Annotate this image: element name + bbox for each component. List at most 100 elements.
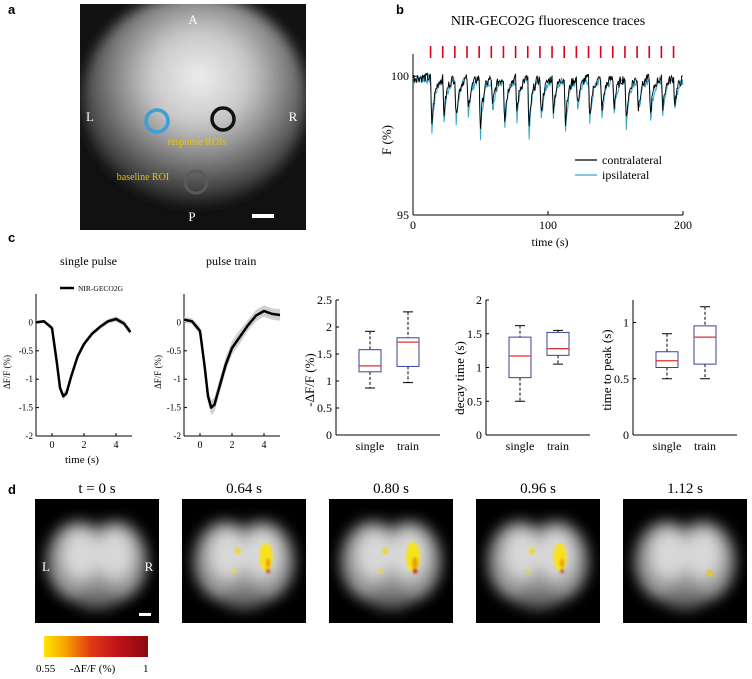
chart-b-xtick-label: 100 <box>539 218 557 232</box>
activity-core <box>265 558 271 568</box>
activity-spot-left <box>382 548 388 554</box>
right-response-roi <box>210 106 236 132</box>
panel-label-b: b <box>396 2 404 17</box>
activity-overlay <box>232 543 273 573</box>
trace-ytick-label: -2 <box>174 431 182 441</box>
box-ytick-label: 0.5 <box>317 401 332 415</box>
boxplot-amplitude: 0 0.5 1 1.5 2 2.5 single train -ΔF/F (%) <box>302 293 440 453</box>
activity-blob-main <box>259 543 273 571</box>
trace-ytick-label: -1.5 <box>19 403 34 413</box>
chart-b-legend: contralateral ipsilateral <box>575 153 663 182</box>
colorbar-label: -ΔF/F (%) <box>70 663 116 675</box>
box-category-label: single <box>506 439 535 453</box>
brain-frame <box>623 499 747 623</box>
legend-ipsilateral: ipsilateral <box>602 168 650 182</box>
anterior-label: A <box>188 12 198 27</box>
box-ytick-label: 0.5 <box>467 394 482 408</box>
posterior-label: P <box>188 209 195 224</box>
colorbar <box>44 636 148 657</box>
left-response-roi <box>144 108 170 134</box>
trace-xtick-label: 0 <box>50 440 55 451</box>
frame-scale-bar <box>139 613 151 616</box>
activity-blob-main <box>406 542 420 572</box>
activity-peak <box>412 568 418 574</box>
baseline-roi <box>183 169 209 195</box>
brain-frame <box>329 499 453 623</box>
box-ytick-label: 1.5 <box>467 327 482 341</box>
stimulus-markers <box>429 46 675 58</box>
trace-ytick-label: -0.5 <box>19 346 34 356</box>
box-category-label: train <box>694 439 716 453</box>
sem-band <box>36 316 131 400</box>
box-ytick-label: 0 <box>326 428 332 442</box>
box-category-label: single <box>653 439 682 453</box>
activity-spot-left <box>235 548 241 554</box>
pulse-train-plot: 0 -0.5 -1 -1.5 -2 0 2 4 <box>167 294 281 451</box>
boxplot-peak-plot: 0 0.5 1 single train <box>614 300 737 453</box>
trace-xtick-label: 0 <box>198 440 203 451</box>
box-category-label: train <box>397 439 419 453</box>
trace-ytick-label: -1 <box>174 374 182 384</box>
box-ytick-label: 2 <box>326 320 332 334</box>
chart-b-xtick-label: 200 <box>674 218 692 232</box>
activity-overlay <box>526 543 567 573</box>
legend-contralateral: contralateral <box>602 153 663 167</box>
activity-core <box>412 557 418 569</box>
trace-xtick-label: 4 <box>262 440 267 451</box>
frame-label: 0.96 s <box>520 481 556 497</box>
single-xlabel: time (s) <box>65 454 99 466</box>
box-iqr <box>508 336 532 379</box>
brain-silhouette <box>341 521 441 609</box>
trace-ytick-label: -1 <box>26 374 34 384</box>
mean-trace <box>35 317 132 398</box>
single-ylabel: ΔF/F (%) <box>2 355 12 389</box>
single-pulse-title: single pulse <box>60 254 117 268</box>
activity-overlay <box>707 569 713 577</box>
chart-b-axes: 0 100 200 95 100 <box>391 54 692 232</box>
box-ytick-label: 1.5 <box>317 347 332 361</box>
activity-spot-lower <box>232 569 236 573</box>
left-bright-region <box>63 531 99 579</box>
decay-ylabel: decay time (s) <box>452 341 467 415</box>
right-bright-region <box>685 531 721 579</box>
chart-b-title: NIR-GECO2G fluorescence traces <box>451 14 645 29</box>
brain-silhouette <box>47 521 147 609</box>
left-bright-region <box>210 531 246 579</box>
boxplot-decay-plot: 0 0.5 1 1.5 2 single train <box>467 293 590 453</box>
box-ytick-label: 1 <box>476 361 482 375</box>
box-iqr <box>546 331 570 356</box>
left-bright-region <box>651 531 687 579</box>
activity-blob-main <box>553 543 567 571</box>
activity-spot-lower <box>379 569 383 573</box>
chart-b-xlabel: time (s) <box>532 235 569 249</box>
panel-c-train-trace: 0 -0.5 -1 -1.5 -2 0 2 4 ΔF/F (%) <box>153 294 281 451</box>
brain-silhouette <box>635 521 735 609</box>
peak-ylabel: time to peak (s) <box>599 329 614 410</box>
train-ylabel: ΔF/F (%) <box>153 355 163 389</box>
panel-label-c: c <box>8 230 16 245</box>
chart-b-xtick-label: 0 <box>410 218 416 232</box>
box-category-label: train <box>547 439 569 453</box>
brain-frame <box>476 499 600 623</box>
activity-spot-left <box>529 548 535 554</box>
activity-blob-main <box>707 569 713 577</box>
right-bright-region <box>97 531 133 579</box>
legend-nirgeco: NIR-GECO2G <box>78 284 124 293</box>
panel-c-single-trace: 0 -0.5 -1 -1.5 -2 0 2 4 NIR-GECO2G time (s) ΔF/… <box>2 284 132 466</box>
single-pulse-plot: 0 -0.5 -1 -1.5 -2 0 2 4 <box>19 294 132 451</box>
activity-peak <box>560 569 564 573</box>
boxplot-peak: 0 0.5 1 single train time to peak (s) <box>599 300 737 453</box>
cerebellum <box>369 589 413 609</box>
trace-xtick-label: 4 <box>114 440 119 451</box>
boxplot-decay: 0 0.5 1 1.5 2 single train decay time (s) <box>452 293 590 453</box>
trace-ytick-label: 0 <box>29 317 34 327</box>
activity-peak <box>266 569 270 573</box>
baseline-roi-label: baseline ROI <box>117 172 170 183</box>
trace-contralateral <box>412 71 683 129</box>
box-ytick-label: 2 <box>476 293 482 307</box>
trace-ytick-label: -2 <box>26 431 34 441</box>
panel-b-chart: NIR-GECO2G fluorescence traces 0 100 200 95… <box>379 14 692 249</box>
box-iqr <box>693 325 717 365</box>
activity-overlay <box>379 542 420 574</box>
